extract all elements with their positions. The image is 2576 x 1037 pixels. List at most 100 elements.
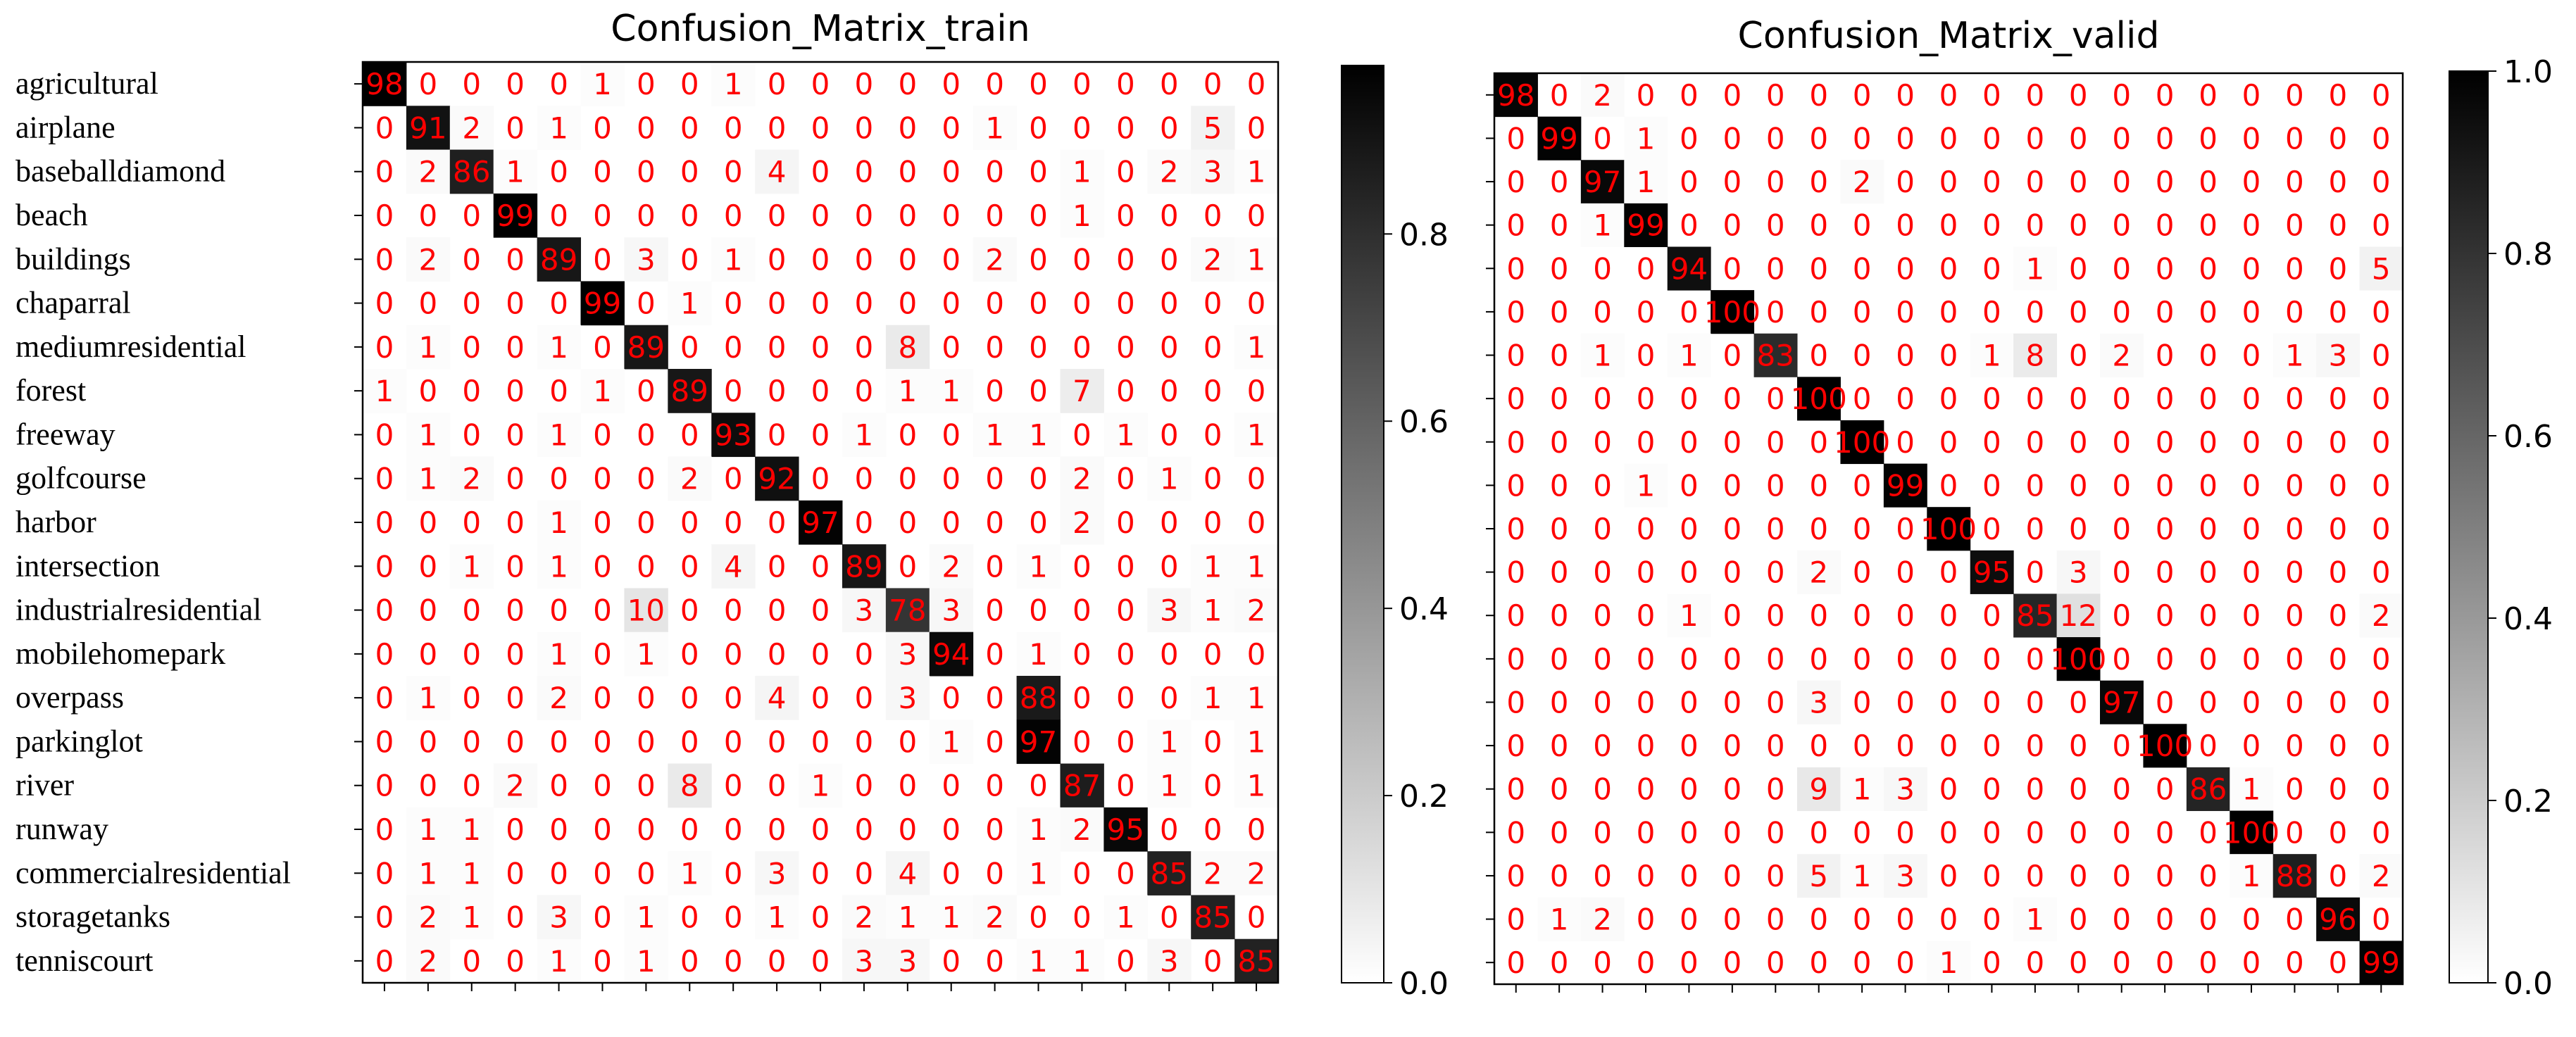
cell-value: 0: [506, 944, 525, 979]
cell-value: 0: [1680, 382, 1699, 416]
cell-value: 0: [898, 549, 917, 584]
colorbar-tick-label: 0.0: [2503, 966, 2553, 1002]
cell-value: 1: [1160, 769, 1179, 803]
cell-value: 0: [1982, 685, 2001, 719]
heatmap-cell: [2013, 246, 2058, 291]
chart-title: Confusion_Matrix_valid: [1738, 15, 2160, 57]
cell-value: 0: [1939, 642, 1958, 677]
cell-value: 0: [768, 944, 787, 979]
cell-value: 0: [680, 242, 699, 277]
cell-value: 0: [506, 330, 525, 365]
heatmap-cell: [2100, 333, 2144, 377]
cell-value: 0: [506, 287, 525, 321]
cell-value: 3: [898, 944, 917, 979]
cell-value: 2: [1247, 593, 1266, 628]
class-label: storagetanks: [15, 900, 170, 934]
heatmap-cell: [1103, 413, 1148, 458]
cell-value: 0: [1939, 425, 1958, 460]
cell-value: 1: [1247, 417, 1266, 452]
heatmap-cell: [537, 106, 582, 151]
heatmap-cell: [1580, 73, 1625, 118]
cell-value: 0: [1939, 859, 1958, 893]
cell-value: 0: [1982, 468, 2001, 503]
heatmap-cell: [406, 895, 451, 940]
cell-value: 1: [1637, 165, 1656, 199]
class-label: harbor: [15, 505, 96, 539]
cell-value: 0: [1853, 78, 1872, 113]
cell-value: 0: [549, 812, 568, 847]
cell-value: 1: [1593, 339, 1612, 373]
cell-value: 0: [637, 287, 656, 321]
cell-value: 0: [637, 417, 656, 452]
cell-value: 0: [680, 505, 699, 540]
cell-value: 0: [1116, 724, 1135, 759]
cell-value: 0: [1809, 903, 1828, 937]
cell-value: 0: [2199, 339, 2218, 373]
cell-value: 0: [1766, 78, 1785, 113]
cell-value: 0: [1809, 295, 1828, 329]
cell-value: 0: [811, 67, 830, 101]
heatmap-cell: [1883, 854, 1927, 898]
heatmap-cell: [1016, 807, 1061, 852]
cell-value: 0: [942, 944, 961, 979]
class-label: buildings: [15, 241, 131, 276]
cell-value: 0: [2328, 815, 2347, 850]
cell-value: 0: [593, 724, 612, 759]
cell-value: 0: [1766, 121, 1785, 156]
cell-value: 0: [375, 944, 394, 979]
heatmap-cell: [624, 938, 668, 983]
cell-value: 0: [2156, 78, 2175, 113]
cell-value: 0: [1550, 555, 1569, 590]
cell-value: 1: [418, 812, 437, 847]
cell-value: 0: [1029, 199, 1048, 233]
heatmap-cell: [929, 544, 974, 589]
class-label: freeway: [15, 417, 115, 451]
cell-value: 0: [1939, 78, 1958, 113]
cell-value: 0: [375, 724, 394, 759]
cell-value: 3: [2328, 339, 2347, 373]
cell-value: 0: [1939, 685, 1958, 719]
cell-value: 0: [375, 462, 394, 496]
cell-value: 0: [2199, 382, 2218, 416]
cell-value: 0: [1637, 685, 1656, 719]
cell-value: 0: [1853, 121, 1872, 156]
heatmap-cell: [1191, 106, 1235, 151]
heatmap-cell: [406, 807, 451, 852]
cell-value: 0: [2112, 903, 2131, 937]
heatmap-cell: [1667, 246, 1711, 291]
cell-value: 0: [2156, 295, 2175, 329]
cell-value: 0: [1550, 512, 1569, 546]
heatmap-cell: [363, 62, 407, 106]
cell-value: 0: [811, 462, 830, 496]
cell-value: 99: [1887, 468, 1924, 503]
heatmap-cell: [406, 851, 451, 895]
cell-value: 0: [2242, 208, 2261, 243]
cell-value: 0: [1853, 208, 1872, 243]
cell-value: 0: [1896, 555, 1915, 590]
cell-value: 0: [2285, 295, 2304, 329]
cell-value: 0: [985, 505, 1004, 540]
cell-value: 5: [1809, 859, 1828, 893]
cell-value: 0: [1896, 815, 1915, 850]
cell-value: 0: [462, 944, 481, 979]
cell-value: 0: [855, 155, 874, 189]
heatmap-cell: [2230, 767, 2274, 812]
cell-value: 0: [724, 769, 743, 803]
cell-value: 0: [1939, 339, 1958, 373]
cell-value: 2: [985, 900, 1004, 935]
cell-value: 0: [506, 812, 525, 847]
cell-value: 0: [942, 330, 961, 365]
cell-value: 1: [1853, 859, 1872, 893]
cell-value: 0: [375, 505, 394, 540]
cell-value: 0: [1722, 598, 1742, 633]
cell-value: 0: [1160, 111, 1179, 145]
cell-value: 0: [1982, 251, 2001, 286]
heatmap-cell: [1883, 767, 1927, 812]
cell-value: 0: [1722, 121, 1742, 156]
cell-value: 0: [2328, 729, 2347, 763]
heatmap-cell: [624, 325, 668, 370]
cell-value: 3: [942, 593, 961, 628]
cell-value: 0: [2328, 78, 2347, 113]
heatmap-cell: [1016, 544, 1061, 589]
heatmap-cell: [1494, 73, 1538, 118]
